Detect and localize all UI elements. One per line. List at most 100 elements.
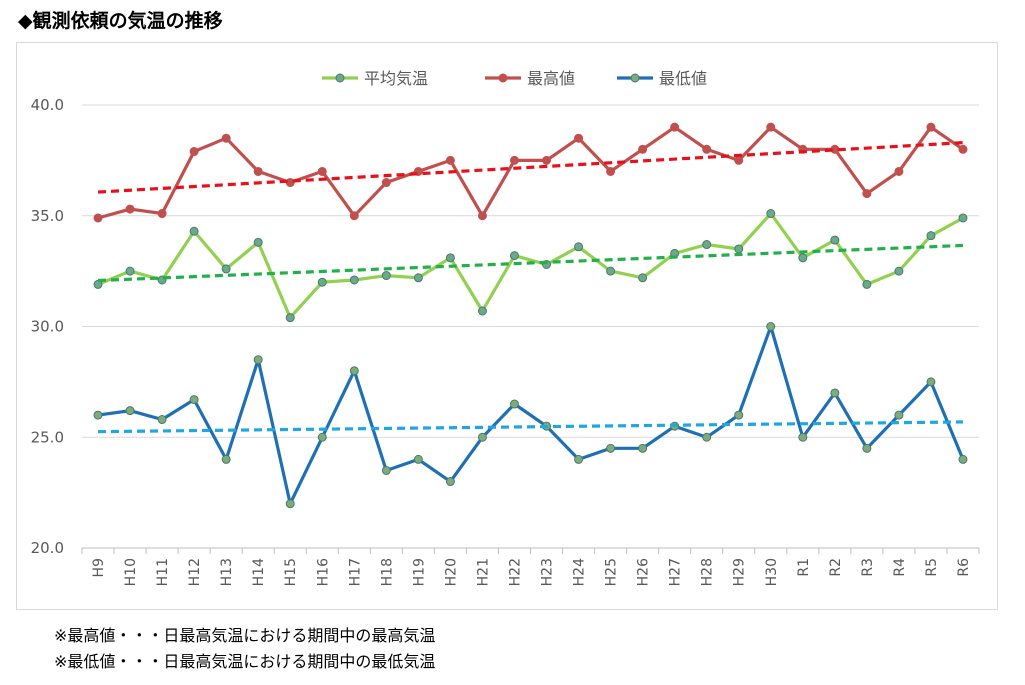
data-point: [93, 410, 103, 420]
data-point: [670, 122, 680, 132]
data-point: [830, 235, 840, 245]
x-tick-label: R5: [924, 558, 940, 577]
data-point: [862, 443, 872, 453]
y-tick-label: 35.0: [31, 207, 64, 225]
x-tick-label: H18: [379, 558, 395, 586]
data-point: [317, 166, 327, 176]
x-tick-label: R2: [828, 558, 844, 577]
data-point: [125, 266, 135, 276]
x-tick-label: H22: [507, 558, 523, 586]
x-tick-label: H28: [700, 558, 716, 586]
data-point: [734, 155, 744, 165]
data-point: [574, 454, 584, 464]
trend-line: [97, 141, 964, 194]
data-point: [638, 443, 648, 453]
page-title: ◆観測依頼の気温の推移: [18, 10, 223, 32]
x-tick-label: H19: [411, 558, 427, 586]
legend-marker: [498, 73, 508, 83]
legend-marker: [335, 73, 345, 83]
x-tick-label: H20: [443, 558, 459, 586]
data-point: [862, 189, 872, 199]
data-point: [766, 209, 776, 219]
data-point: [349, 275, 359, 285]
footnote-max: ※最高値・・・日最高気温における期間中の最高気温: [54, 626, 436, 645]
x-tick-label: R4: [892, 558, 908, 577]
data-point: [894, 410, 904, 420]
data-point: [445, 253, 455, 263]
trend-line: [97, 420, 964, 434]
data-point: [477, 432, 487, 442]
legend-label: 最低値: [659, 69, 707, 88]
x-tick-label: H16: [315, 558, 331, 586]
series-line: [97, 324, 965, 506]
data-point: [381, 465, 391, 475]
data-point: [477, 211, 487, 221]
data-point: [702, 144, 712, 154]
data-point: [477, 306, 487, 316]
data-point: [253, 237, 263, 247]
data-point: [958, 144, 968, 154]
data-point: [189, 147, 199, 157]
line-chart: 20.0 25.0 30.0 35.0 40.0 H9 H10 H11 H12 H13 H14 H15…: [31, 69, 980, 586]
x-tick-label: H9: [91, 558, 107, 577]
data-point: [958, 213, 968, 223]
data-point: [93, 213, 103, 223]
data-point: [381, 178, 391, 188]
data-point: [349, 211, 359, 221]
data-point: [157, 415, 167, 425]
data-point: [606, 166, 616, 176]
data-point: [606, 266, 616, 276]
data-point: [702, 240, 712, 250]
y-tick-label: 40.0: [31, 96, 64, 114]
x-tick-label: H25: [604, 558, 620, 586]
x-tick-label: R3: [860, 558, 876, 577]
data-point: [189, 226, 199, 236]
x-tick-label: H29: [732, 558, 748, 586]
data-point: [381, 271, 391, 281]
data-point: [894, 166, 904, 176]
legend-marker: [630, 73, 640, 83]
x-tick-label: H27: [668, 558, 684, 586]
data-point: [253, 166, 263, 176]
data-point: [574, 133, 584, 143]
x-tick-label: R6: [956, 558, 972, 577]
data-point: [766, 122, 776, 132]
data-point: [958, 454, 968, 464]
data-point: [830, 388, 840, 398]
data-point: [285, 313, 295, 323]
data-point: [926, 231, 936, 241]
series-line: [97, 211, 964, 320]
x-tick-label: H17: [347, 558, 363, 586]
x-tick-label: R1: [796, 558, 812, 577]
x-tick-label: H11: [155, 558, 171, 586]
x-tick-label: H15: [283, 558, 299, 586]
y-tick-label: 30.0: [31, 318, 64, 336]
data-point: [542, 155, 552, 165]
data-point: [862, 279, 872, 289]
data-point: [125, 204, 135, 214]
data-point: [926, 377, 936, 387]
data-point: [766, 322, 776, 331]
data-point: [509, 399, 519, 409]
data-point: [221, 264, 231, 274]
data-point: [574, 242, 584, 252]
data-point: [317, 277, 327, 287]
x-tick-label: H12: [187, 558, 203, 586]
data-point: [734, 244, 744, 254]
data-point: [157, 209, 167, 219]
data-point: [285, 499, 295, 509]
legend-label: 最高値: [527, 69, 575, 88]
data-point: [606, 443, 616, 453]
trend-line: [97, 243, 964, 283]
data-point: [221, 454, 231, 464]
data-point: [317, 432, 327, 442]
data-point: [798, 432, 808, 442]
data-point: [349, 366, 359, 376]
data-point: [445, 477, 455, 487]
x-tick-label: H14: [251, 558, 267, 586]
data-point: [734, 410, 744, 420]
data-point: [638, 144, 648, 154]
data-point: [798, 253, 808, 263]
data-point: [413, 273, 423, 283]
data-point: [189, 395, 199, 405]
